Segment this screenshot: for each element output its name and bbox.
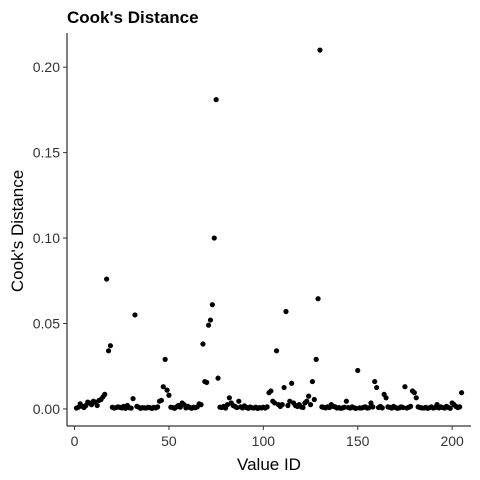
x-tick-label: 200	[440, 433, 464, 449]
y-tick-label: 0.00	[33, 401, 60, 417]
data-point	[209, 302, 215, 308]
data-points	[73, 47, 465, 411]
data-point	[205, 322, 212, 328]
y-tick-label: 0.05	[33, 315, 60, 331]
data-point	[368, 400, 374, 406]
data-point	[374, 384, 380, 391]
x-tick-label: 50	[161, 433, 177, 449]
data-point	[102, 391, 108, 397]
data-point	[313, 356, 319, 362]
data-point	[353, 405, 359, 411]
y-tick-label: 0.15	[33, 145, 60, 161]
data-point	[268, 388, 274, 394]
data-point	[164, 387, 170, 393]
y-axis: 0.00 0.05 0.10 0.15 0.20	[33, 33, 68, 426]
data-point	[372, 378, 378, 385]
data-point	[104, 276, 110, 282]
x-tick-label: 100	[252, 433, 276, 449]
data-point	[355, 367, 361, 374]
data-point	[105, 348, 112, 354]
data-point	[315, 296, 321, 302]
data-point	[383, 395, 389, 401]
data-point	[226, 395, 232, 401]
data-point	[407, 403, 414, 409]
data-point	[370, 404, 376, 410]
data-point	[281, 384, 287, 391]
data-point	[264, 404, 270, 410]
data-point	[155, 404, 161, 410]
x-tick-label: 0	[71, 433, 79, 449]
data-point	[458, 390, 465, 396]
data-point	[311, 396, 317, 403]
data-point	[160, 384, 166, 390]
data-point	[343, 398, 349, 404]
data-point	[200, 341, 206, 347]
data-point	[94, 402, 100, 409]
data-point	[402, 384, 408, 390]
chart-title: Cook's Distance	[67, 8, 199, 27]
data-point	[279, 402, 285, 408]
y-tick-label: 0.10	[33, 230, 60, 246]
data-point	[273, 348, 280, 354]
x-axis: 0 50 100 150 200	[67, 425, 471, 449]
data-point	[457, 404, 463, 410]
data-point	[215, 375, 221, 381]
data-point	[307, 402, 314, 408]
y-axis-title: Cook's Distance	[8, 170, 27, 292]
data-point	[283, 308, 289, 315]
data-point	[132, 312, 138, 318]
data-point	[204, 379, 210, 386]
data-point	[306, 393, 312, 399]
data-point	[162, 356, 168, 362]
x-axis-title: Value ID	[237, 455, 301, 474]
data-point	[317, 47, 323, 53]
data-point	[107, 343, 114, 349]
data-point	[285, 402, 291, 409]
data-point	[177, 404, 183, 410]
data-point	[158, 397, 164, 403]
data-point	[198, 402, 204, 408]
data-point	[300, 404, 306, 411]
data-point	[411, 390, 417, 396]
data-point	[128, 405, 134, 411]
data-point	[309, 378, 316, 385]
data-point	[211, 235, 217, 241]
data-point	[447, 405, 453, 411]
data-point	[379, 405, 385, 411]
data-point	[130, 396, 136, 402]
data-point	[213, 97, 219, 103]
data-point	[166, 392, 172, 398]
data-point	[341, 404, 348, 410]
y-tick-label: 0.20	[33, 59, 60, 75]
data-point	[304, 398, 310, 404]
data-point	[236, 398, 242, 404]
data-point	[413, 395, 419, 401]
data-point	[207, 317, 214, 323]
data-point	[289, 380, 295, 386]
x-tick-label: 150	[346, 433, 370, 449]
